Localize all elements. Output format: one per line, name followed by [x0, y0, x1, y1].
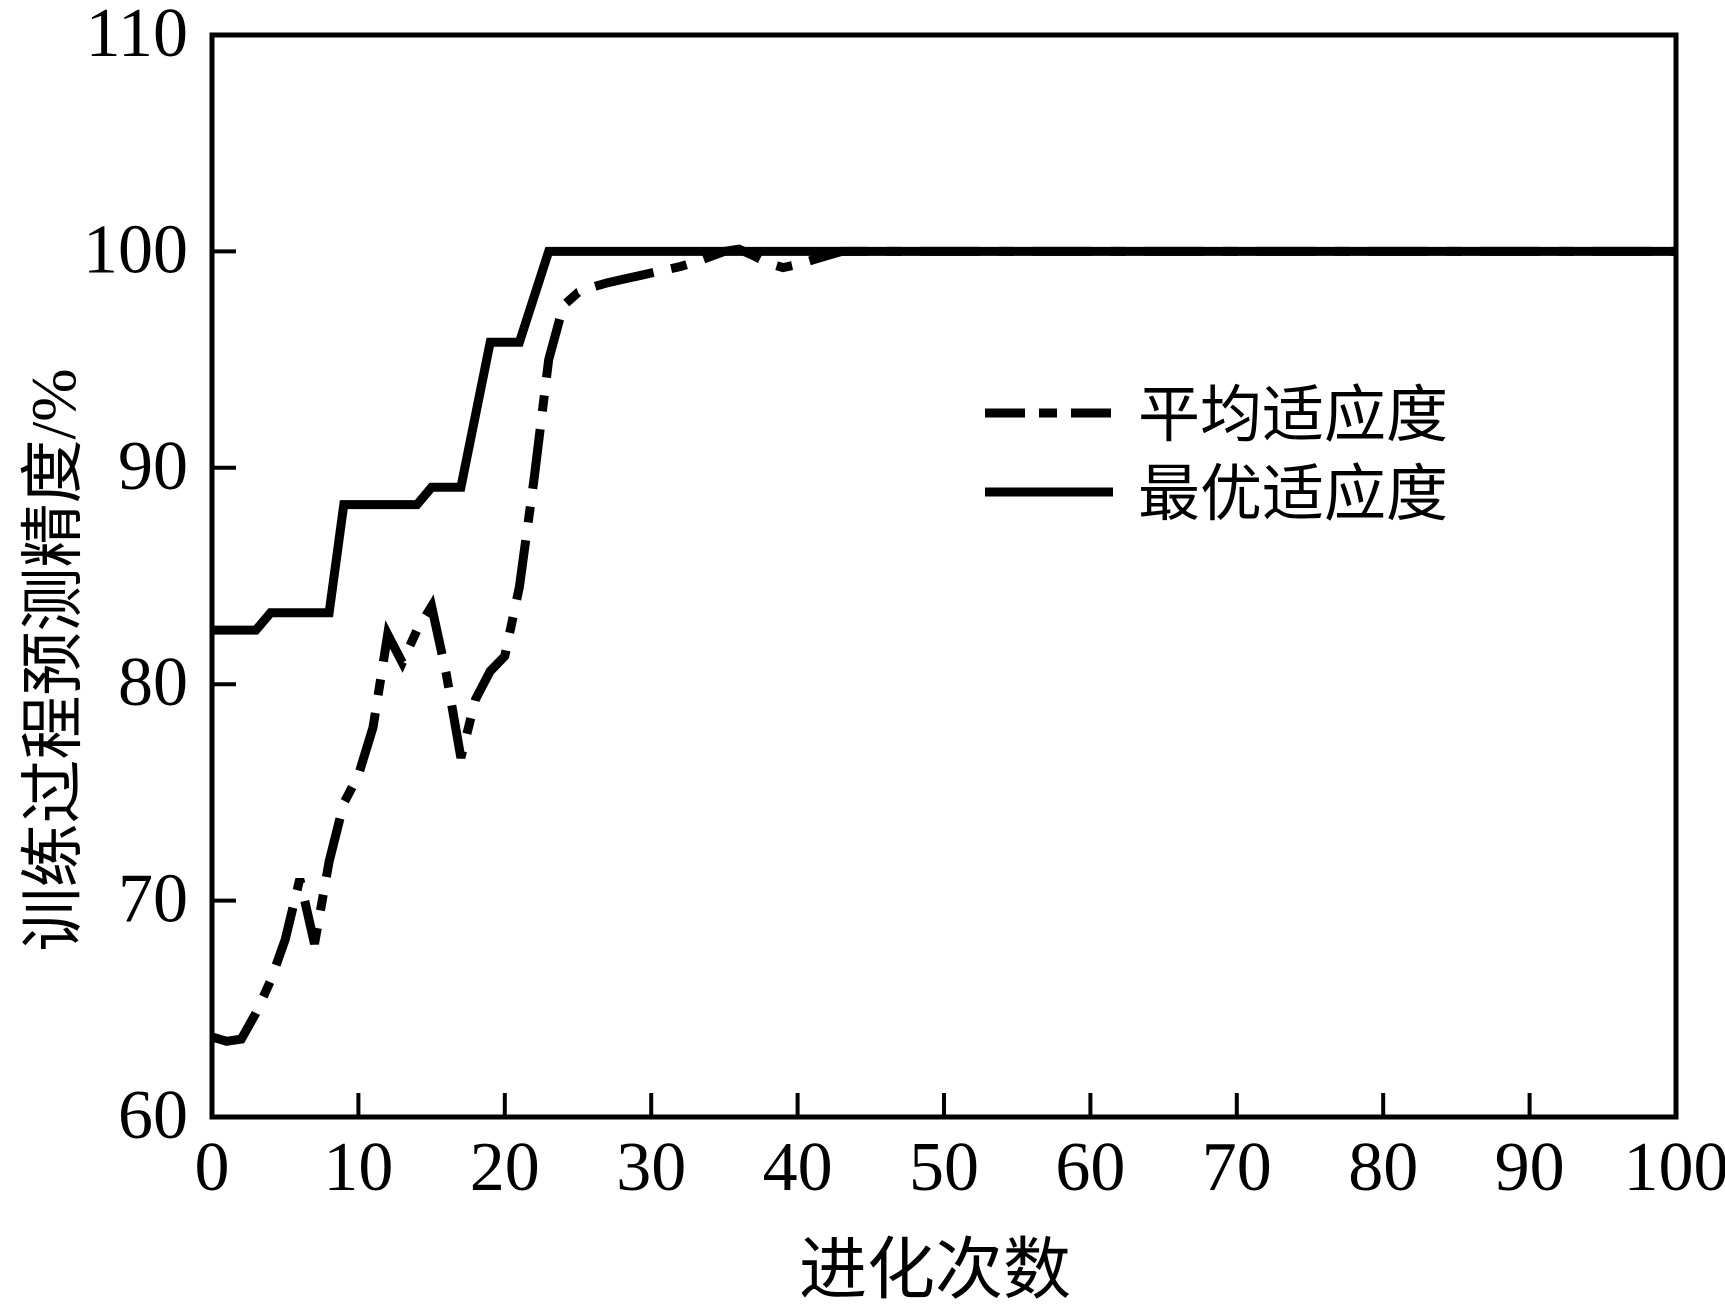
plot-border: [209, 32, 1679, 1120]
x-tick-label: 80: [1348, 1129, 1418, 1206]
series-line-average-fitness: [210, 244, 1676, 1046]
x-tick-label: 100: [1624, 1129, 1725, 1206]
x-tick-label: 70: [1202, 1129, 1272, 1206]
axis-ticks: [212, 249, 1532, 1117]
x-tick-label: 50: [909, 1129, 979, 1206]
x-tick-label: 30: [616, 1129, 686, 1206]
x-tick-label: 0: [195, 1129, 230, 1206]
x-tick-label: 90: [1495, 1129, 1565, 1206]
axis-tick-labels: 0 10 20 30 40 50 60 70 80 90 100 60 70 80 90 100 110: [83, 0, 1725, 1206]
plot-frame: [209, 32, 1679, 1120]
y-axis-title: 训练过程预测精度/%: [18, 368, 89, 951]
y-tick-label: 70: [118, 861, 188, 938]
y-tick-label: 60: [118, 1077, 188, 1154]
x-tick-label: 60: [1055, 1129, 1125, 1206]
y-tick-label: 110: [86, 0, 188, 72]
x-tick-label: 20: [470, 1129, 540, 1206]
series-line-best-fitness: [212, 246, 1676, 635]
data-series: [210, 244, 1676, 1046]
legend-label-average-fitness: 平均适应度: [1138, 382, 1448, 450]
y-tick-label: 100: [83, 211, 188, 288]
x-tick-label: 10: [323, 1129, 393, 1206]
x-tick-label: 40: [763, 1129, 833, 1206]
y-tick-label: 90: [118, 428, 188, 505]
y-tick-label: 80: [118, 644, 188, 721]
legend-label-best-fitness: 最优适应度: [1138, 461, 1448, 529]
x-axis-title: 进化次数: [799, 1232, 1071, 1308]
